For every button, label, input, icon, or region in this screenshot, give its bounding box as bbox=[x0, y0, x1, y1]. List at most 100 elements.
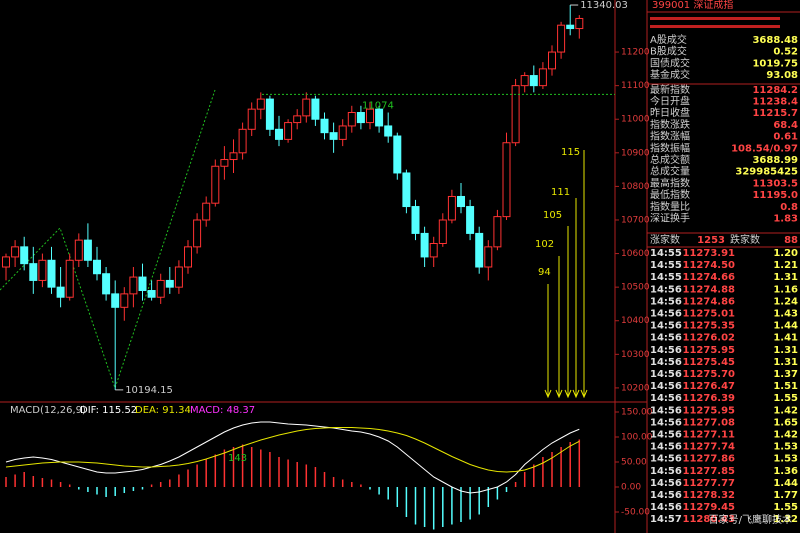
stat-label: 基金成交 bbox=[650, 68, 690, 81]
candle-body bbox=[2, 256, 10, 268]
trade-volume: 1.42 bbox=[773, 405, 798, 416]
arrow-label: 115 bbox=[561, 147, 580, 158]
trade-volume: 1.16 bbox=[773, 284, 798, 295]
trade-price: 11275.45 bbox=[682, 357, 735, 368]
y-tick-label: 100.00 bbox=[621, 433, 653, 443]
candle-body bbox=[548, 51, 556, 70]
trade-volume: 1.65 bbox=[773, 417, 798, 428]
arrow-head bbox=[555, 389, 563, 399]
arrow-head bbox=[544, 389, 552, 399]
candle-body bbox=[338, 125, 347, 140]
trade-price: 11276.39 bbox=[682, 393, 735, 404]
trade-price: 11277.86 bbox=[682, 454, 735, 465]
stat-label: 昨日收盘 bbox=[650, 106, 690, 119]
trade-price: 11277.77 bbox=[682, 478, 735, 489]
candle-body bbox=[74, 239, 83, 261]
low-label: 10194.15 bbox=[125, 385, 173, 396]
trade-price: 11274.50 bbox=[682, 260, 735, 271]
arrow-label: 111 bbox=[551, 187, 570, 198]
candle-body bbox=[284, 122, 293, 140]
trade-time: 14:56 bbox=[650, 454, 682, 465]
trade-time: 14:56 bbox=[650, 345, 682, 356]
trade-price: 11277.11 bbox=[682, 430, 735, 441]
stat-label: 指数涨跌 bbox=[650, 118, 690, 131]
macd-annotation: 143 bbox=[228, 453, 247, 464]
breadth: 88 bbox=[784, 235, 798, 246]
arrow-head bbox=[572, 389, 580, 399]
trade-price: 11274.66 bbox=[682, 272, 735, 283]
stat-label: 总成交量 bbox=[650, 165, 690, 178]
stat-value: 93.08 bbox=[766, 70, 798, 81]
stat-label: A股成交 bbox=[650, 33, 687, 46]
candle-body bbox=[493, 216, 502, 248]
candle-body bbox=[475, 232, 484, 268]
candle-body bbox=[211, 165, 220, 204]
stat-value: 0.8 bbox=[780, 202, 798, 213]
trade-time: 14:56 bbox=[650, 369, 682, 380]
candle-body bbox=[375, 108, 384, 127]
candle-body bbox=[411, 206, 420, 234]
stat-label: 今日开盘 bbox=[650, 95, 690, 108]
candle-body bbox=[302, 98, 311, 117]
trade-price: 11280.43 bbox=[682, 514, 735, 525]
trend-line bbox=[0, 89, 216, 390]
candle-body bbox=[457, 195, 465, 208]
macd-title: MACD(12,26,9) bbox=[10, 405, 86, 416]
trade-time: 14:55 bbox=[650, 260, 682, 271]
stat-value: 0.61 bbox=[773, 132, 798, 143]
stat-label: 指数涨幅 bbox=[650, 130, 690, 143]
trade-price: 11275.35 bbox=[682, 321, 735, 332]
trade-price: 11274.86 bbox=[682, 296, 735, 307]
candle-body bbox=[529, 75, 538, 87]
candle-body bbox=[329, 132, 338, 140]
trade-price: 11276.47 bbox=[682, 381, 735, 392]
y-tick-label: 150.00 bbox=[621, 408, 653, 418]
y-tick-label: 11000 bbox=[621, 115, 650, 125]
trade-time: 14:56 bbox=[650, 490, 682, 501]
trade-price: 11275.01 bbox=[682, 309, 735, 320]
trade-price: 11273.91 bbox=[682, 248, 735, 259]
candle-body bbox=[265, 98, 274, 130]
trade-time: 14:56 bbox=[650, 478, 682, 489]
trade-volume: 1.31 bbox=[773, 272, 798, 283]
stat-value: 3688.48 bbox=[752, 35, 798, 46]
trade-time: 14:56 bbox=[650, 309, 682, 320]
y-tick-label: 10300 bbox=[621, 350, 650, 360]
stat-value: 11284.2 bbox=[752, 85, 798, 96]
legend-entry: MACD: 48.37 bbox=[190, 405, 255, 416]
legend-entry: DIF: 115.52 bbox=[80, 405, 137, 416]
trade-volume: 1.44 bbox=[773, 321, 798, 332]
trade-volume: 1.55 bbox=[773, 393, 798, 404]
breadth: 跌家数 bbox=[730, 233, 760, 246]
trade-time: 14:56 bbox=[650, 442, 682, 453]
stat-label: B股成交 bbox=[650, 45, 687, 58]
candle-body bbox=[447, 195, 456, 221]
legend-entry: DEA: 91.34 bbox=[135, 405, 191, 416]
candle-body bbox=[557, 24, 566, 53]
candle-body bbox=[429, 242, 438, 258]
trade-time: 14:56 bbox=[650, 430, 682, 441]
trade-time: 14:56 bbox=[650, 357, 682, 368]
candle-body bbox=[83, 239, 92, 261]
stat-value: 1.83 bbox=[773, 214, 798, 225]
candle-body bbox=[393, 135, 402, 174]
candle-body bbox=[147, 290, 156, 298]
trade-volume: 1.51 bbox=[773, 381, 798, 392]
candle-body bbox=[293, 115, 302, 124]
trade-price: 11277.74 bbox=[682, 442, 735, 453]
trade-price: 11276.02 bbox=[682, 333, 735, 344]
trade-time: 14:55 bbox=[650, 272, 682, 283]
stat-label: 最新指数 bbox=[650, 83, 690, 96]
candle-body bbox=[38, 259, 47, 281]
candle-body bbox=[320, 118, 329, 134]
stat-label: 总成交额 bbox=[650, 153, 690, 166]
stat-value: 11238.4 bbox=[752, 97, 798, 108]
y-tick-label: 50.00 bbox=[621, 458, 647, 468]
trade-time: 14:55 bbox=[650, 248, 682, 259]
stat-label: 指数量比 bbox=[650, 200, 690, 213]
trade-time: 14:56 bbox=[650, 381, 682, 392]
trade-volume: 1.37 bbox=[773, 369, 798, 380]
candle-body bbox=[502, 142, 511, 218]
candle-body bbox=[384, 125, 393, 137]
y-tick-label: 10800 bbox=[621, 182, 650, 192]
